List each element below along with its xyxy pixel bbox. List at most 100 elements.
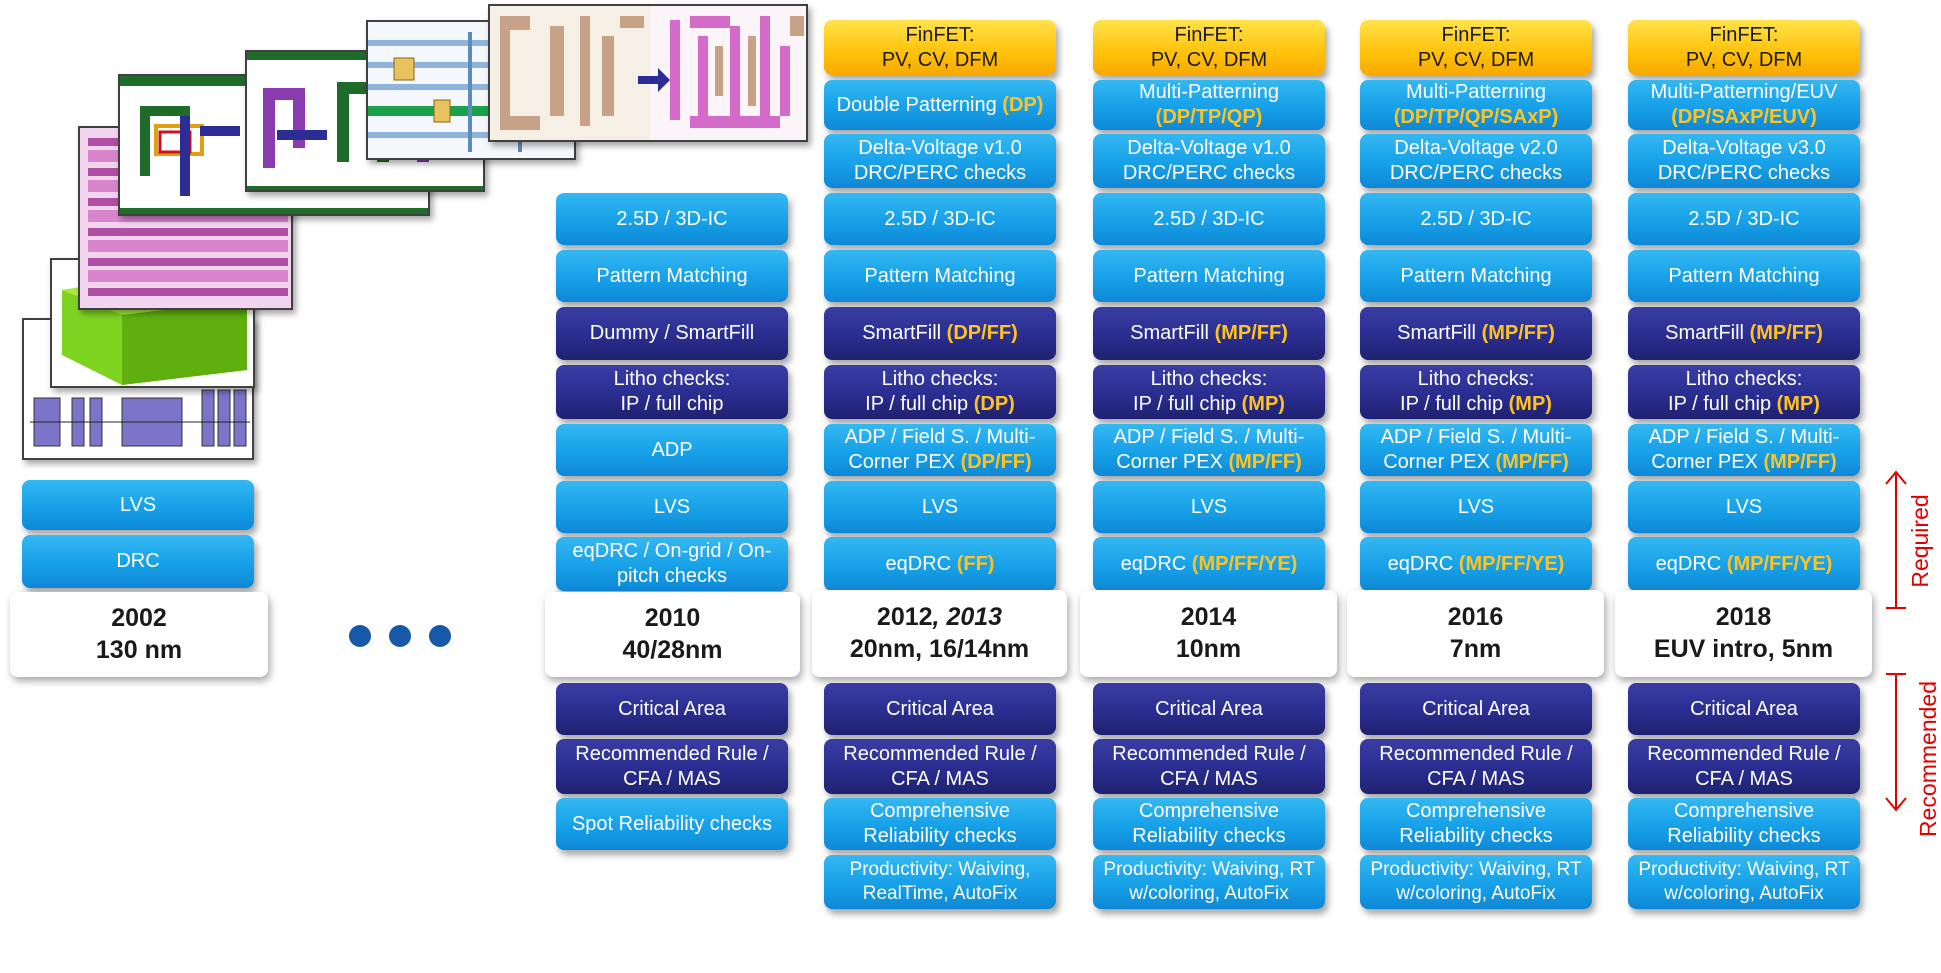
- patterning-2018-line1: Multi-Patterning/EUV: [1650, 81, 1838, 103]
- ic-2010-text: 2.5D / 3D-IC: [616, 207, 728, 230]
- prod-2012-line1: Productivity: Waiving,: [849, 859, 1031, 881]
- prod-2016-line1: Productivity: Waiving, RT: [1370, 859, 1582, 881]
- adp-2016: ADP / Field S. / Multi- Corner PEX (MP/F…: [1360, 424, 1592, 476]
- prod-2018-line2: w/coloring, AutoFix: [1664, 883, 1824, 904]
- critical-2012: Critical Area: [824, 683, 1056, 735]
- ellipsis-dot-1: [349, 625, 371, 647]
- required-arrow-icon: [1885, 470, 1907, 609]
- year-2010: 2010: [644, 604, 701, 633]
- ic-2014-text: 2.5D / 3D-IC: [1153, 207, 1265, 230]
- pattern-2016-text: Pattern Matching: [1400, 264, 1552, 287]
- prod-2018: Productivity: Waiving, RT w/coloring, Au…: [1628, 855, 1860, 909]
- lvs-2012: LVS: [824, 481, 1056, 533]
- lvs-2018-text: LVS: [1725, 495, 1763, 518]
- rec-2010-line2: CFA / MAS: [623, 767, 721, 790]
- ellipsis-dot-2: [389, 625, 411, 647]
- dummy-2010: Dummy / SmartFill: [556, 307, 788, 360]
- year-2016: 2016: [1447, 603, 1504, 632]
- adp-2018-label: Corner PEX: [1651, 451, 1764, 473]
- year-2012: 2012, 2013: [877, 602, 1002, 633]
- litho-2018-highlight: (MP): [1776, 393, 1820, 415]
- ic-2016-text: 2.5D / 3D-IC: [1420, 207, 1532, 230]
- adp-2018-line1: ADP / Field S. / Multi-: [1648, 426, 1840, 448]
- lvs-2010: LVS: [556, 481, 788, 533]
- adp-2014-line2: Corner PEX (MP/FF): [1116, 450, 1302, 475]
- drc-2002: DRC: [22, 535, 254, 588]
- smartfill-2012-label: SmartFill: [862, 322, 947, 344]
- adp-2012: ADP / Field S. / Multi- Corner PEX (DP/F…: [824, 424, 1056, 476]
- year-2012-box: 2012, 2013 20nm, 16/14nm: [812, 590, 1067, 677]
- adp-2014-highlight: (MP/FF): [1228, 451, 1302, 473]
- comp-2018: Comprehensive Reliability checks: [1628, 798, 1860, 850]
- eqdrc-2018-label: eqDRC: [1655, 552, 1727, 575]
- finfet-2014-line2: PV, CV, DFM: [1150, 48, 1268, 71]
- comp-2018-line1: Comprehensive: [1673, 800, 1815, 822]
- patterning-2014-line1: Multi-Patterning: [1138, 81, 1280, 103]
- eqdrc-2014: eqDRC (MP/FF/YE): [1093, 537, 1325, 591]
- year-2014: 2014: [1180, 603, 1237, 632]
- node-2018: EUV intro, 5nm: [1653, 634, 1834, 663]
- rec-2012-line1: Recommended Rule /: [843, 742, 1037, 765]
- adp-2016-label: Corner PEX: [1383, 451, 1496, 473]
- prod-2014: Productivity: Waiving, RT w/coloring, Au…: [1093, 855, 1325, 909]
- recommended-arrow-icon: [1885, 673, 1907, 812]
- litho-2012: Litho checks: IP / full chip (DP): [824, 365, 1056, 419]
- litho-2018: Litho checks: IP / full chip (MP): [1628, 365, 1860, 419]
- pattern-2014: Pattern Matching: [1093, 250, 1325, 302]
- adp-2012-line1: ADP / Field S. / Multi-: [844, 426, 1036, 448]
- pattern-2014-text: Pattern Matching: [1133, 264, 1285, 287]
- litho-2012-highlight: (DP): [973, 393, 1015, 415]
- smartfill-2016: SmartFill (MP/FF): [1360, 307, 1592, 360]
- year-2018: 2018: [1715, 603, 1772, 632]
- finfet-2016-line2: PV, CV, DFM: [1417, 48, 1535, 71]
- comp-2016-line1: Comprehensive: [1405, 800, 1547, 822]
- required-label: Required: [1907, 494, 1933, 588]
- eqdrc-2014-label: eqDRC: [1120, 552, 1192, 575]
- adp-2016-line1: ADP / Field S. / Multi-: [1380, 426, 1572, 448]
- litho-2012-label: IP / full chip: [865, 393, 974, 415]
- eqdrc-2018-highlight: (MP/FF/YE): [1726, 552, 1833, 575]
- lvs-2012-text: LVS: [921, 495, 959, 518]
- critical-2010-text: Critical Area: [618, 697, 726, 720]
- litho-2016: Litho checks: IP / full chip (MP): [1360, 365, 1592, 419]
- litho-2014-line2: IP / full chip (MP): [1133, 392, 1285, 417]
- rec-2018-line2: CFA / MAS: [1695, 767, 1793, 790]
- smartfill-2012: SmartFill (DP/FF): [824, 307, 1056, 360]
- finfet-2018: FinFET: PV, CV, DFM: [1628, 20, 1860, 75]
- critical-2016-text: Critical Area: [1422, 697, 1530, 720]
- ic-2012: 2.5D / 3D-IC: [824, 193, 1056, 245]
- adp-2018: ADP / Field S. / Multi- Corner PEX (MP/F…: [1628, 424, 1860, 476]
- eqdrc-2012-label: eqDRC: [885, 552, 957, 575]
- year-2016-box: 2016 7nm: [1347, 590, 1604, 677]
- litho-2018-label: IP / full chip: [1668, 393, 1777, 415]
- critical-2014-text: Critical Area: [1155, 697, 1263, 720]
- smartfill-2012-highlight: (DP/FF): [946, 322, 1018, 344]
- critical-2016: Critical Area: [1360, 683, 1592, 735]
- patterning-2012-highlight: (DP): [1002, 93, 1044, 116]
- smartfill-2016-text: SmartFill (MP/FF): [1397, 321, 1555, 346]
- dv-2014-line2: DRC/PERC checks: [1122, 162, 1296, 184]
- eqdrc-2016: eqDRC (MP/FF/YE): [1360, 537, 1592, 591]
- eqdrc-2016-highlight: (MP/FF/YE): [1458, 552, 1565, 575]
- lvs-2016: LVS: [1360, 481, 1592, 533]
- finfet-2014-line1: FinFET:: [1174, 23, 1244, 46]
- litho-2010-line2: IP / full chip: [620, 393, 724, 415]
- rec-2012-line2: CFA / MAS: [891, 767, 989, 790]
- eqdrc-2018-text: eqDRC (MP/FF/YE): [1656, 552, 1833, 577]
- eqdrc-2010-line2: pitch checks: [616, 565, 728, 587]
- litho-2016-line1: Litho checks:: [1417, 368, 1535, 390]
- node-2010: 40/28nm: [622, 635, 723, 664]
- rec-2018-line1: Recommended Rule /: [1647, 742, 1841, 765]
- comp-2014-line2: Reliability checks: [1132, 825, 1286, 847]
- adp-2012-highlight: (DP/FF): [960, 451, 1032, 473]
- node-2002: 130 nm: [95, 635, 183, 664]
- litho-2016-label: IP / full chip: [1400, 393, 1509, 415]
- rec-2014-line2: CFA / MAS: [1160, 767, 1258, 790]
- dv-2018-line1: Delta-Voltage v3.0: [1662, 137, 1826, 159]
- smartfill-2018: SmartFill (MP/FF): [1628, 307, 1860, 360]
- adp-2010-text: ADP: [651, 438, 693, 461]
- eqdrc-2014-text: eqDRC (MP/FF/YE): [1121, 552, 1298, 577]
- dv-2014: Delta-Voltage v1.0 DRC/PERC checks: [1093, 134, 1325, 188]
- lvs-2002: LVS: [22, 480, 254, 530]
- year-2002: 2002: [111, 604, 167, 633]
